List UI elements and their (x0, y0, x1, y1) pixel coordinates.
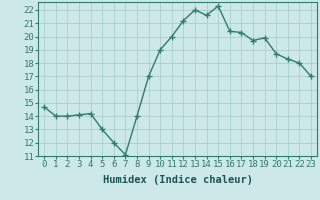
X-axis label: Humidex (Indice chaleur): Humidex (Indice chaleur) (103, 175, 252, 185)
